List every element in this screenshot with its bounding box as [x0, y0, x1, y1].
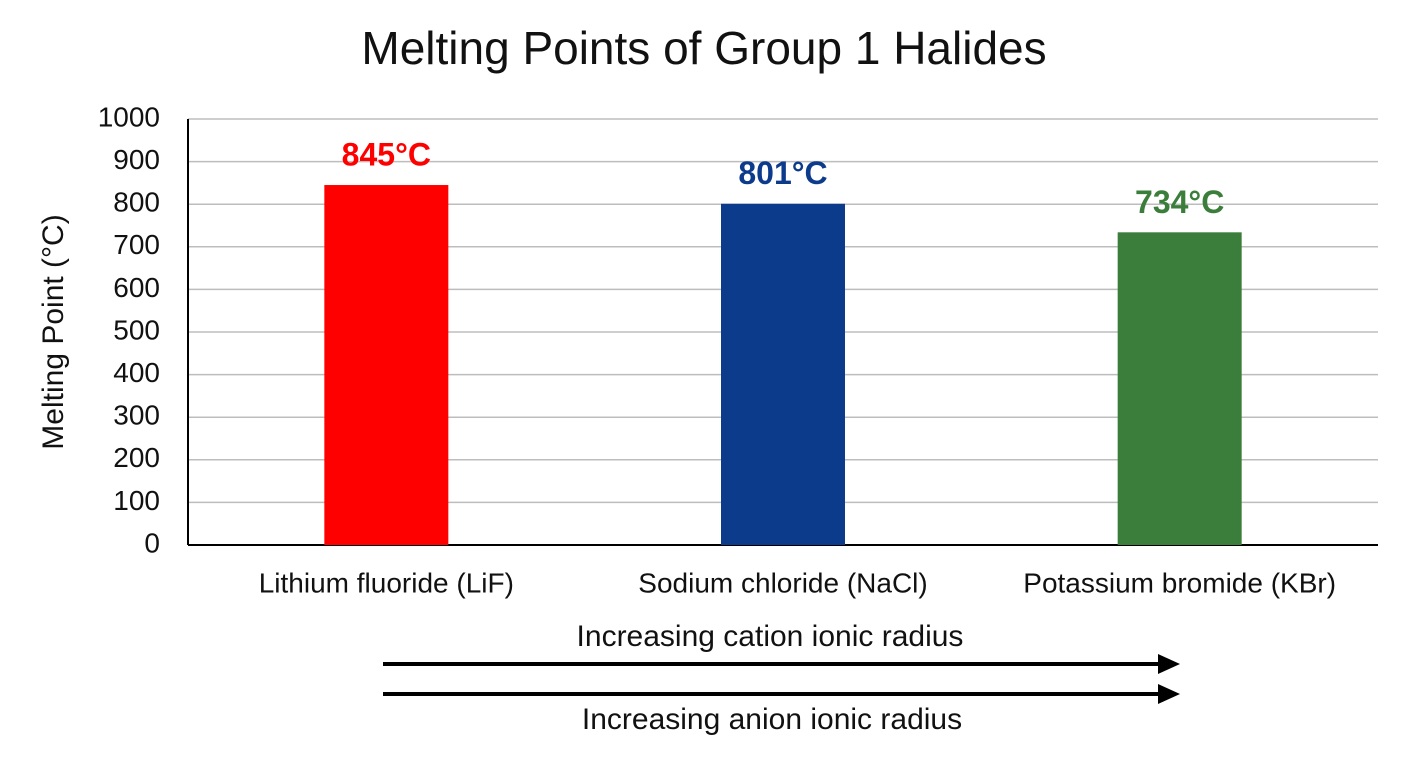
bar	[1117, 232, 1242, 546]
y-tick-label: 300	[113, 400, 160, 431]
y-tick-label: 800	[113, 187, 160, 218]
arrow-head	[1158, 654, 1180, 674]
y-tick-label: 100	[113, 485, 160, 516]
annotation: Increasing anion ionic radius	[582, 703, 962, 736]
plot-area: 0 100 200 300 400 500 600 700 800 900 1000 Lithium …	[98, 101, 1378, 598]
y-tick-label: 400	[113, 357, 160, 388]
y-tick-label: 700	[113, 229, 160, 260]
data-label: 734°C	[1135, 184, 1224, 220]
data-label: 845°C	[342, 136, 431, 172]
arrow-head	[1158, 684, 1180, 704]
bar	[324, 185, 449, 545]
data-label: 801°C	[738, 155, 827, 191]
x-tick-label: Lithium fluoride (LiF)	[259, 567, 514, 598]
y-axis-label: Melting Point (°C)	[37, 214, 70, 449]
x-tick-label: Potassium bromide (KBr)	[1023, 567, 1336, 598]
bar	[721, 203, 845, 546]
y-tick-label: 1000	[98, 101, 160, 132]
y-tick-label: 0	[144, 527, 160, 558]
x-tick-label: Sodium chloride (NaCl)	[638, 567, 927, 598]
y-tick-label: 500	[113, 314, 160, 345]
y-tick-label: 200	[113, 442, 160, 473]
y-tick-label: 900	[113, 144, 160, 175]
annotation: Increasing cation ionic radius	[577, 620, 964, 653]
chart-title: Melting Points of Group 1 Halides	[361, 22, 1046, 74]
y-tick-label: 600	[113, 272, 160, 303]
